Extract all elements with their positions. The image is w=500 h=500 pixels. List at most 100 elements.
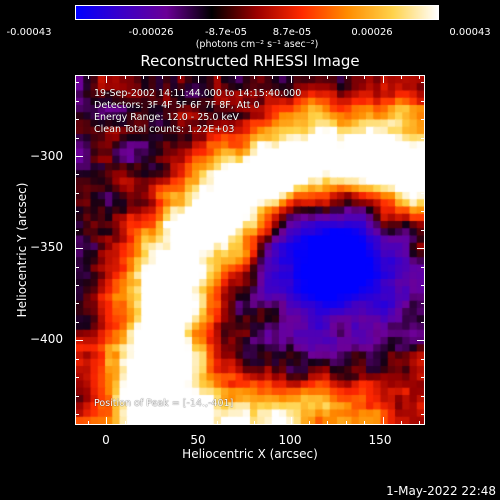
tick-mark (235, 75, 237, 79)
tick-mark (364, 75, 366, 79)
tick-mark (75, 340, 83, 342)
tick-mark (417, 248, 425, 250)
info-energy-range: Energy Range: 12.0 - 25.0 keV (94, 112, 239, 123)
x-tick-label: 50 (190, 433, 206, 447)
y-tick-label: −350 (30, 240, 63, 254)
tick-mark (419, 421, 421, 425)
tick-mark (308, 75, 310, 79)
tick-mark (345, 421, 347, 425)
tick-mark (308, 421, 310, 425)
image-plot-area: 19-Sep-2002 14:11:44.000 to 14:15:40.000… (75, 75, 425, 425)
x-tick-label: 100 (278, 433, 302, 447)
tick-mark (180, 75, 181, 79)
tick-mark (421, 192, 425, 194)
tick-mark (382, 75, 384, 83)
tick-mark (75, 377, 79, 379)
tick-mark (327, 75, 329, 79)
tick-mark (87, 421, 89, 425)
tick-mark (419, 75, 421, 79)
tick-mark (272, 421, 274, 425)
x-tick-label: 0 (102, 433, 110, 447)
tick-mark (417, 340, 425, 342)
colorbar-tick-label: 0.00026 (351, 27, 393, 38)
tick-mark (421, 211, 425, 213)
tick-mark (124, 75, 126, 79)
tick-mark (421, 174, 425, 176)
plot-title: Reconstructed RHESSI Image (140, 52, 360, 70)
tick-mark (75, 321, 79, 323)
tick-mark (401, 421, 403, 425)
tick-mark (421, 285, 425, 286)
tick-mark (421, 413, 425, 415)
tick-mark (75, 174, 79, 176)
tick-mark (421, 358, 425, 360)
image-annotations: 19-Sep-2002 14:11:44.000 to 14:15:40.000… (76, 76, 424, 424)
tick-mark (421, 82, 425, 84)
tick-mark (75, 413, 79, 415)
tick-mark (401, 75, 403, 79)
tick-mark (75, 119, 79, 121)
tick-mark (421, 137, 425, 139)
colorbar-tick-label: 0.00043 (449, 27, 491, 38)
tick-mark (75, 285, 79, 286)
tick-mark (253, 421, 255, 425)
tick-mark (421, 229, 425, 231)
tick-mark (87, 75, 89, 79)
tick-mark (143, 421, 145, 425)
y-tick-label: −300 (30, 149, 63, 163)
tick-mark (75, 266, 79, 268)
tick-mark (180, 421, 181, 425)
tick-mark (75, 100, 79, 102)
date-stamp: 1-May-2022 22:48 (386, 484, 496, 498)
tick-mark (327, 421, 329, 425)
y-tick-label: −400 (30, 332, 63, 346)
info-total-counts: Clean Total counts: 1.22E+03 (94, 124, 235, 135)
tick-mark (75, 211, 79, 213)
tick-mark (198, 417, 200, 425)
colorbar (75, 5, 439, 20)
colorbar-tick-label: -0.00026 (128, 27, 174, 38)
x-axis-label: Heliocentric X (arcsec) (182, 447, 318, 461)
tick-mark (198, 75, 200, 83)
tick-mark (124, 421, 126, 425)
tick-mark (421, 377, 425, 379)
tick-mark (421, 395, 425, 397)
x-tick-label: 150 (368, 433, 392, 447)
tick-mark (75, 137, 79, 139)
tick-mark (253, 75, 255, 79)
peak-position: Position of Peak = [-14.,-401] (94, 398, 234, 409)
tick-mark (106, 417, 108, 425)
info-time-range: 19-Sep-2002 14:11:44.000 to 14:15:40.000 (94, 88, 302, 99)
tick-mark (75, 192, 79, 194)
tick-mark (75, 248, 83, 250)
tick-mark (75, 156, 83, 158)
y-axis-label: Heliocentric Y (arcsec) (15, 182, 29, 318)
tick-mark (143, 75, 145, 79)
tick-mark (106, 75, 108, 83)
tick-mark (272, 75, 274, 79)
tick-mark (75, 229, 79, 231)
tick-mark (75, 395, 79, 397)
tick-mark (216, 421, 218, 425)
tick-mark (421, 303, 425, 305)
tick-mark (75, 82, 79, 84)
tick-mark (417, 156, 425, 158)
tick-mark (290, 75, 292, 83)
reconstructed-image-heatmap (76, 76, 424, 424)
colorbar-units: (photons cm⁻² s⁻¹ asec⁻²) (195, 39, 319, 50)
tick-mark (75, 303, 79, 305)
colorbar-tick-label: -0.00043 (6, 27, 52, 38)
tick-mark (421, 321, 425, 323)
info-detectors: Detectors: 3F 4F 5F 6F 7F 8F, Att 0 (94, 100, 260, 111)
tick-mark (382, 417, 384, 425)
tick-mark (161, 421, 163, 425)
tick-mark (216, 75, 218, 79)
tick-mark (421, 266, 425, 268)
tick-mark (345, 75, 347, 79)
tick-mark (75, 358, 79, 360)
colorbar-tick-label: 8.7e-05 (272, 27, 312, 38)
tick-mark (421, 100, 425, 102)
tick-mark (161, 75, 163, 79)
tick-mark (235, 421, 237, 425)
